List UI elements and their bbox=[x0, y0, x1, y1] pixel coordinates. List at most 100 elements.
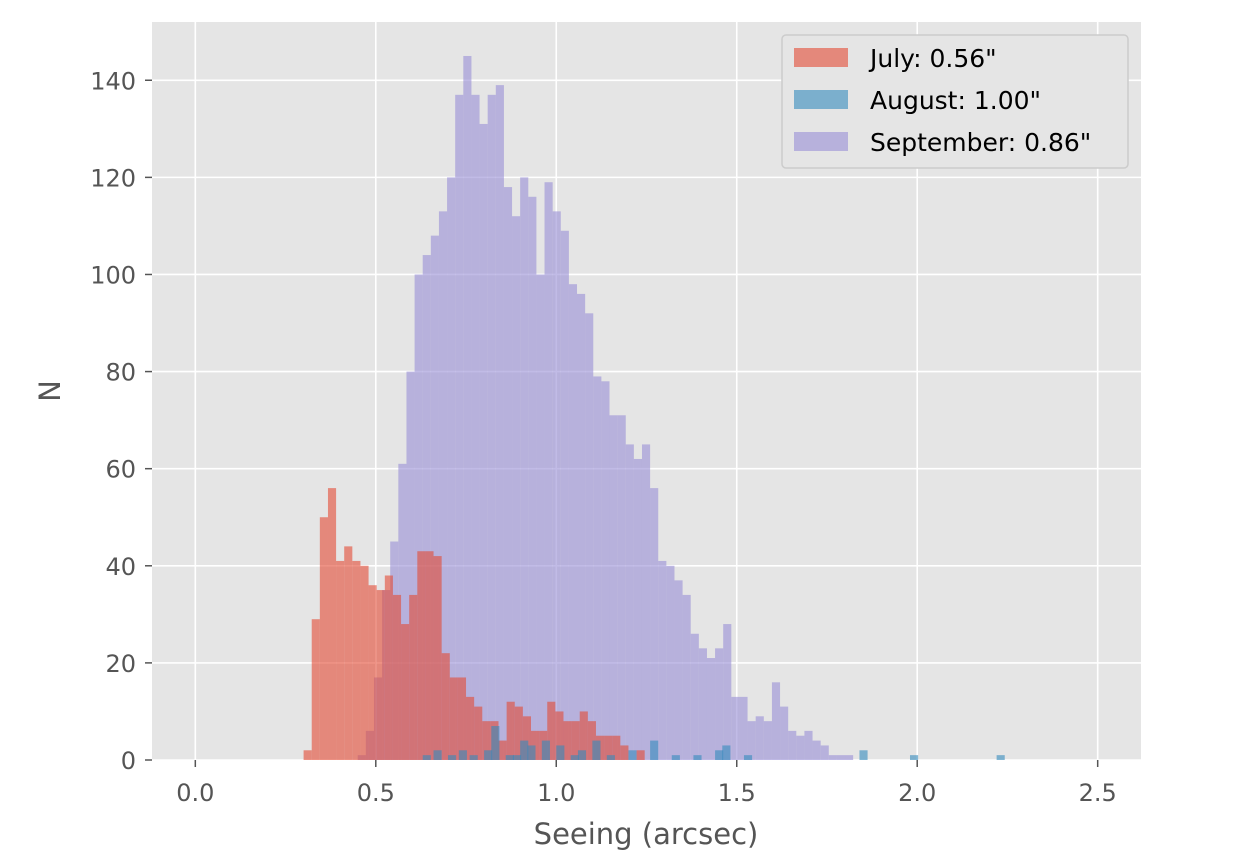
histogram-bar-july bbox=[555, 711, 564, 760]
histogram-bar-july bbox=[311, 619, 320, 760]
histogram-bar-august bbox=[859, 750, 868, 760]
histogram-bar-september bbox=[503, 187, 513, 760]
histogram-bar-august bbox=[541, 740, 550, 760]
histogram-bar-september bbox=[633, 458, 642, 760]
histogram-bar-july bbox=[449, 677, 458, 760]
legend-box bbox=[781, 34, 1129, 169]
histogram-bar-july bbox=[474, 706, 483, 760]
histogram-bar-july bbox=[620, 745, 629, 760]
histogram-bar-september bbox=[536, 274, 545, 760]
histogram-bar-july bbox=[401, 624, 410, 760]
histogram-bar-july bbox=[441, 653, 450, 760]
x-tick-label: 1.5 bbox=[718, 779, 756, 807]
histogram-bar-july bbox=[336, 560, 345, 760]
histogram-bar-august bbox=[606, 755, 615, 760]
histogram-bar-september bbox=[625, 444, 634, 760]
histogram-bar-september bbox=[820, 745, 829, 760]
histogram-bar-september bbox=[577, 293, 586, 760]
x-tick-label: 2.0 bbox=[898, 779, 936, 807]
histogram-bar-august bbox=[458, 750, 467, 760]
histogram-bar-august bbox=[693, 755, 702, 760]
histogram-bar-september bbox=[812, 740, 821, 760]
histogram-bar-august bbox=[909, 755, 919, 760]
histogram-bar-july bbox=[433, 556, 442, 760]
legend-label-july: July: 0.56" bbox=[868, 44, 997, 73]
histogram-bar-september bbox=[780, 706, 789, 760]
histogram-bar-september bbox=[755, 716, 764, 760]
histogram-bar-september bbox=[552, 211, 561, 760]
histogram-bar-september bbox=[836, 755, 846, 760]
histogram-bar-august bbox=[422, 755, 431, 760]
histogram-bar-september bbox=[471, 94, 480, 760]
histogram-bar-july bbox=[457, 677, 467, 760]
histogram-bar-july bbox=[506, 701, 515, 760]
histogram-bar-september bbox=[682, 594, 691, 760]
histogram-bar-september bbox=[723, 624, 732, 760]
histogram-bar-september bbox=[560, 230, 569, 761]
histogram-bar-september bbox=[666, 565, 675, 760]
y-tick-label: 60 bbox=[105, 456, 136, 484]
histogram-bar-september bbox=[447, 177, 456, 761]
legend-swatch-august bbox=[794, 90, 848, 109]
histogram-bar-september bbox=[487, 94, 496, 760]
histogram-bar-september bbox=[406, 371, 415, 760]
histogram-bar-september bbox=[650, 488, 659, 760]
histogram-bar-august bbox=[484, 750, 493, 760]
histogram-bar-july bbox=[344, 546, 353, 760]
histogram-bar-july bbox=[319, 517, 328, 760]
y-tick-label: 40 bbox=[105, 553, 136, 581]
histogram-bar-july bbox=[352, 560, 361, 760]
histogram-bar-august bbox=[570, 755, 579, 760]
x-tick-label: 0.0 bbox=[176, 779, 214, 807]
histogram-bar-september bbox=[690, 633, 699, 760]
histogram-bar-july bbox=[563, 721, 572, 760]
histogram-bar-july bbox=[571, 721, 580, 760]
histogram-bar-september bbox=[520, 177, 529, 761]
histogram-bar-september bbox=[658, 560, 667, 760]
histogram-bar-august bbox=[556, 745, 565, 760]
histogram-bar-september bbox=[828, 755, 837, 760]
histogram-bar-august bbox=[520, 740, 529, 760]
y-tick-label: 0 bbox=[121, 747, 136, 775]
histogram-bar-september bbox=[479, 123, 488, 761]
histogram-bar-september bbox=[788, 730, 797, 760]
histogram-bar-july bbox=[587, 721, 596, 760]
legend: July: 0.56" August: 1.00" September: 0.8… bbox=[781, 34, 1129, 169]
histogram-bar-july bbox=[514, 706, 523, 760]
histogram-bar-july bbox=[384, 575, 393, 760]
histogram-bar-august bbox=[743, 755, 753, 760]
histogram-bar-september bbox=[771, 682, 781, 760]
histogram-bar-september bbox=[455, 94, 464, 760]
histogram-bar-september bbox=[528, 196, 537, 760]
histogram-bar-july bbox=[409, 594, 418, 760]
histogram-bar-august bbox=[512, 755, 522, 760]
histogram-bar-july bbox=[368, 585, 377, 760]
x-axis-title: Seeing (arcsec) bbox=[534, 817, 759, 851]
histogram-bar-september bbox=[706, 658, 716, 760]
histogram-bar-september bbox=[804, 730, 813, 760]
histogram-bar-september bbox=[715, 648, 724, 760]
histogram-bar-july bbox=[417, 551, 426, 760]
histogram-bar-august bbox=[592, 740, 601, 760]
histogram-bar-september bbox=[438, 211, 448, 760]
legend-swatch-september bbox=[794, 132, 848, 151]
histogram-bar-september bbox=[731, 696, 740, 760]
histogram-bar-september bbox=[463, 55, 472, 761]
histogram-bar-september bbox=[747, 721, 756, 760]
legend-swatch-july bbox=[794, 48, 848, 67]
histogram-bar-august bbox=[505, 755, 514, 760]
histogram-bar-september bbox=[845, 755, 854, 760]
histogram-bar-september bbox=[617, 415, 626, 760]
histogram-bar-september bbox=[495, 85, 504, 761]
histogram-bar-july bbox=[482, 721, 491, 760]
histogram-bar-september bbox=[512, 216, 521, 761]
y-axis-title: N bbox=[33, 380, 67, 402]
histogram-bar-september bbox=[609, 415, 618, 760]
y-tick-label: 20 bbox=[105, 650, 136, 678]
histogram-bar-september bbox=[698, 648, 707, 760]
histogram-bar-july bbox=[547, 701, 556, 760]
histogram-bar-september bbox=[398, 463, 407, 760]
histogram-bar-july bbox=[303, 750, 312, 760]
histogram-bar-september bbox=[674, 580, 683, 760]
